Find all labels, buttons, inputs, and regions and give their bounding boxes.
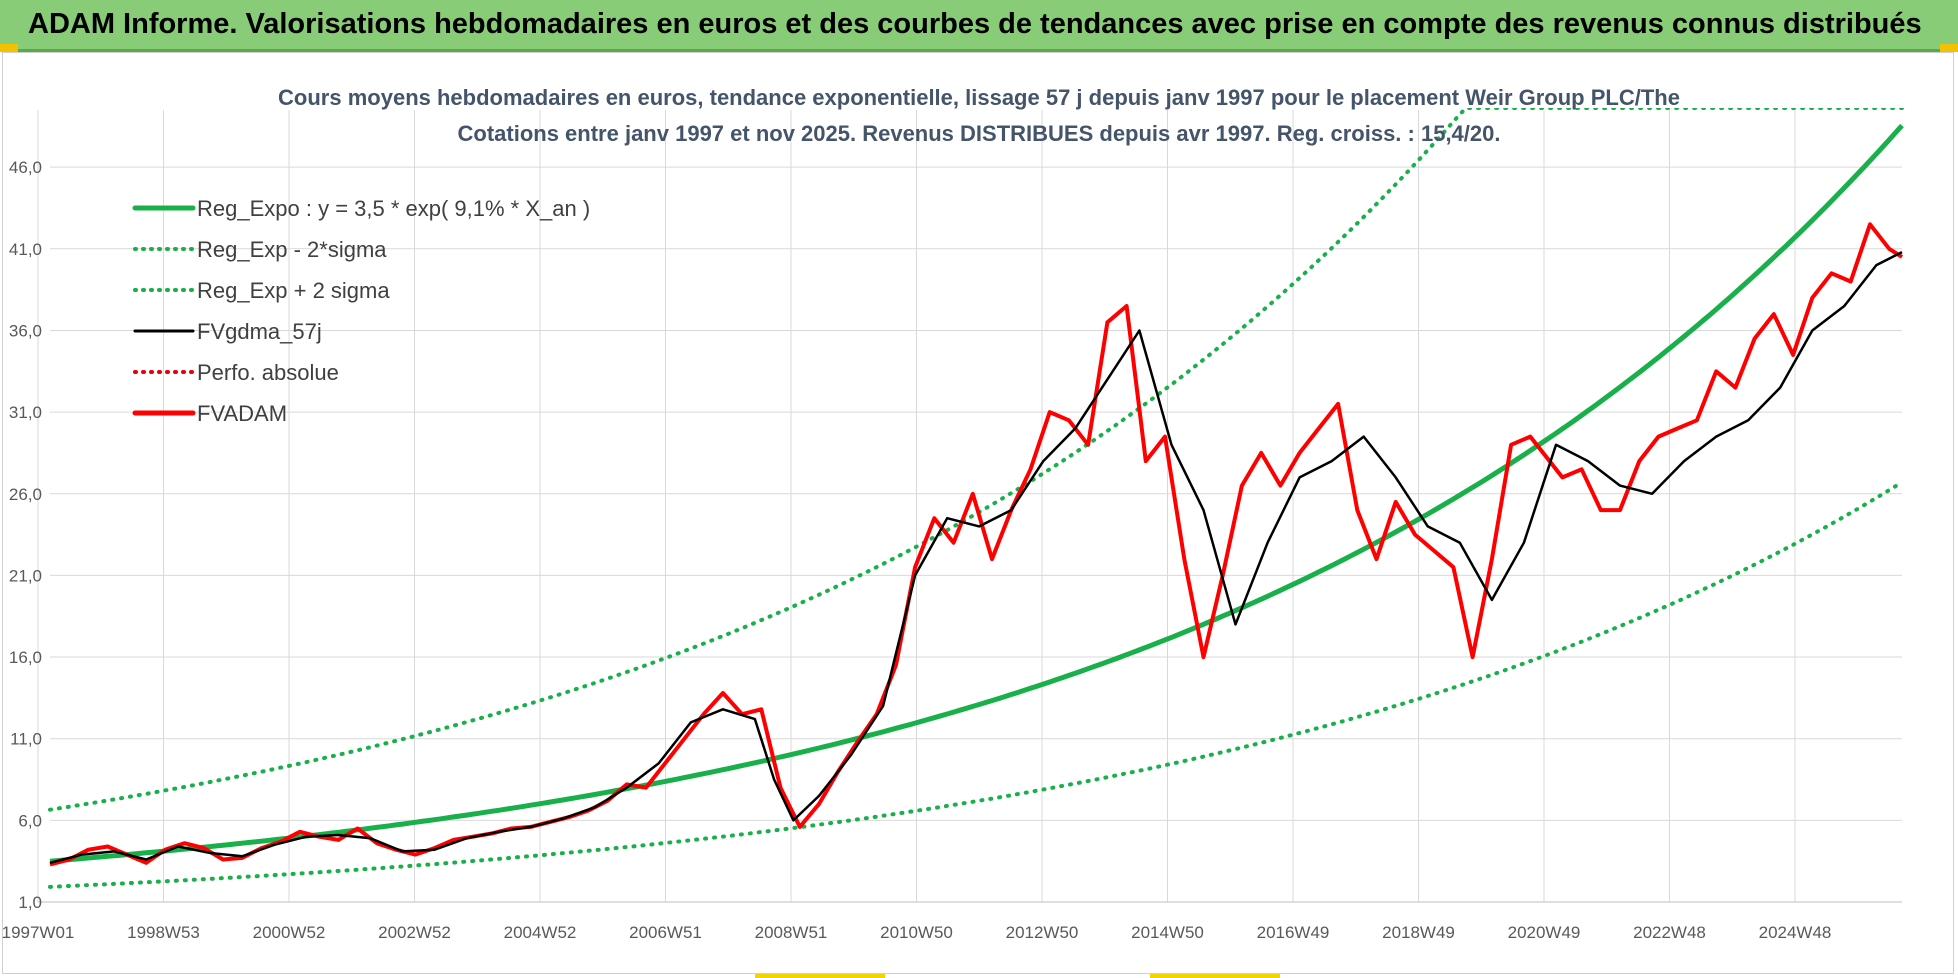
bottom-mark: [1150, 974, 1280, 978]
x-tick-label: 2008W51: [755, 923, 828, 942]
x-axis-ticks: 1997W01 1998W53 2000W52 2002W52 2004W52 2006W…: [2, 923, 1832, 942]
y-tick-label: 26,0: [9, 485, 42, 504]
x-tick-label: 2016W49: [1257, 923, 1330, 942]
chart-title: Cours moyens hebdomadaires en euros, ten…: [278, 85, 1680, 110]
reg-exp-plus-2-sigma-line: [48, 108, 1904, 812]
y-tick-label: 36,0: [9, 321, 42, 340]
x-tick-label: 2002W52: [378, 923, 451, 942]
legend-label: Reg_Exp - 2*sigma: [197, 237, 387, 262]
y-tick-label: 1,0: [18, 893, 42, 912]
x-tick-label: 1998W53: [127, 923, 200, 942]
y-tick-label: 46,0: [9, 158, 42, 177]
y-tick-label: 31,0: [9, 403, 42, 422]
legend-label: FVgdma_57j: [197, 319, 322, 344]
y-tick-label: 16,0: [9, 648, 42, 667]
x-tick-label: 2000W52: [253, 923, 326, 942]
bottom-mark: [755, 974, 885, 978]
y-axis-ticks: 46,0 41,0 36,0 31,0 26,0 21,0 16,0 11,0 6,0 1,0: [9, 158, 42, 912]
legend-label: Perfo. absolue: [197, 360, 339, 385]
x-tick-label: 2012W50: [1006, 923, 1079, 942]
series-lines: [48, 108, 1904, 889]
x-tick-label: 2004W52: [504, 923, 577, 942]
y-tick-label: 21,0: [9, 566, 42, 585]
x-tick-label: 2022W48: [1633, 923, 1706, 942]
y-tick-label: 11,0: [10, 730, 42, 749]
legend-label: FVADAM: [197, 401, 287, 426]
x-tick-label: 2014W50: [1131, 923, 1204, 942]
x-tick-label: 2024W48: [1759, 923, 1832, 942]
y-tick-label: 41,0: [9, 240, 42, 259]
grid: [37, 110, 1902, 903]
corner-mark-right: [1940, 44, 1958, 52]
legend-label: Reg_Expo : y = 3,5 * exp( 9,1% * X_an ): [197, 196, 590, 221]
x-tick-label: 2020W49: [1508, 923, 1581, 942]
fvadam-line: [49, 222, 1904, 867]
x-tick-label: 1997W01: [2, 923, 75, 942]
y-tick-label: 6,0: [18, 811, 42, 830]
x-tick-label: 2010W50: [880, 923, 953, 942]
chart-subtitle: Cotations entre janv 1997 et nov 2025. R…: [458, 121, 1501, 146]
chart-frame: [2, 52, 1954, 974]
legend: Reg_Expo : y = 3,5 * exp( 9,1% * X_an ) R…: [132, 196, 590, 426]
report-title: ADAM Informe. Valorisations hebdomadaire…: [28, 8, 1922, 40]
legend-label: Reg_Exp + 2 sigma: [197, 278, 390, 303]
x-tick-label: 2018W49: [1382, 923, 1455, 942]
report-banner: ADAM Informe. Valorisations hebdomadaire…: [0, 0, 1958, 52]
fvgdma-57j-line: [49, 250, 1903, 865]
reg-exp-minus-2-sigma-line: [48, 480, 1904, 889]
x-tick-label: 2006W51: [629, 923, 702, 942]
corner-mark-left: [0, 44, 18, 52]
